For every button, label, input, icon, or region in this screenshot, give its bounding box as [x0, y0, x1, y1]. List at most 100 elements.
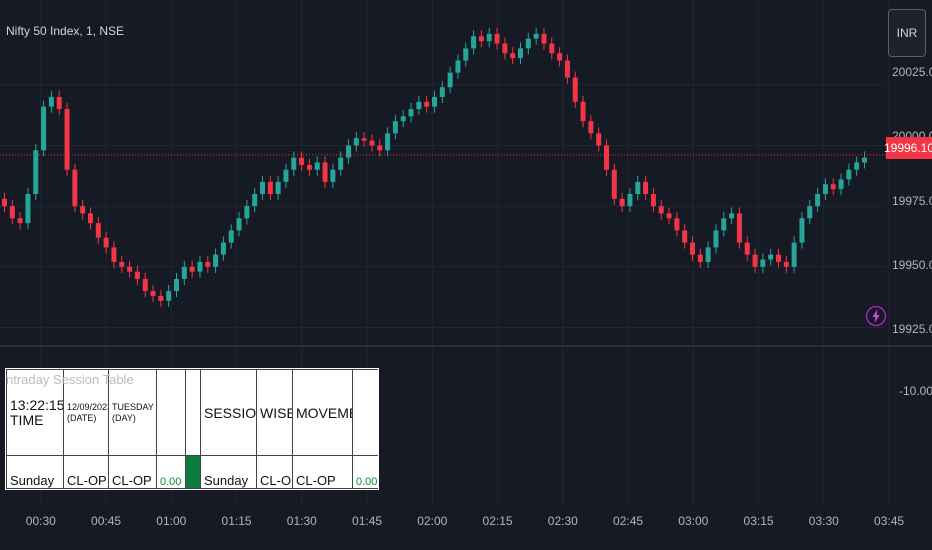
candle-body: [56, 96, 62, 110]
candle-body: [220, 242, 226, 255]
time-tick: 03:15: [743, 514, 774, 528]
candle-body: [525, 38, 531, 49]
candle-body: [95, 223, 101, 238]
candle: [525, 32, 531, 55]
candle: [111, 241, 117, 269]
candle-body: [346, 145, 351, 158]
candle-body: [611, 169, 617, 199]
time-tick: 02:00: [417, 514, 448, 528]
candle: [658, 200, 664, 220]
candle-body: [314, 162, 320, 170]
candle: [338, 151, 344, 176]
candle: [549, 37, 555, 60]
candle: [557, 47, 563, 67]
candle-body: [822, 184, 828, 194]
candle: [322, 156, 328, 188]
candle-body: [862, 157, 867, 163]
candle-body: [541, 33, 547, 44]
candle: [346, 139, 351, 164]
candle-body: [713, 230, 719, 248]
candle: [674, 212, 680, 237]
candle-body: [174, 278, 179, 292]
time-tick: 01:00: [156, 514, 187, 528]
candle: [439, 81, 445, 103]
candle: [862, 151, 867, 169]
row2-cell: Sunday: [6, 455, 64, 489]
candle-body: [690, 242, 695, 255]
row2-cell: Sunday: [200, 455, 257, 489]
wise-header: WISE: [256, 369, 293, 456]
candle-body: [471, 36, 477, 49]
candle: [103, 231, 109, 254]
candle: [760, 253, 766, 273]
candle: [705, 241, 711, 269]
candle: [713, 224, 719, 254]
symbol-title[interactable]: Nifty 50 Index, 1, NSE: [6, 24, 125, 38]
candle: [486, 27, 492, 48]
day-value: TUESDAY: [112, 401, 154, 412]
pane-divider[interactable]: [0, 345, 932, 347]
candle: [9, 200, 15, 225]
candle: [95, 217, 101, 244]
candle: [166, 285, 172, 307]
candle-body: [213, 254, 219, 267]
candle: [260, 175, 265, 201]
candle: [17, 212, 23, 230]
candle: [768, 248, 774, 266]
candle-body: [244, 206, 250, 219]
candle: [729, 207, 735, 225]
candle-body: [752, 254, 758, 267]
candle: [830, 178, 836, 196]
candle: [213, 248, 219, 273]
time-value: 13:22:15: [10, 396, 64, 413]
candle-body: [158, 295, 164, 301]
candle-body: [658, 206, 664, 214]
candle: [392, 115, 398, 140]
status-color-cell: [185, 455, 201, 489]
candle-body: [189, 266, 195, 272]
candle-body: [322, 162, 328, 182]
time-tick: 01:15: [221, 514, 252, 528]
candle-body: [103, 237, 109, 248]
candle-body: [2, 198, 7, 207]
day-label: (DAY): [112, 412, 136, 423]
candle-body: [267, 181, 273, 194]
candle-body: [463, 48, 469, 61]
candle: [205, 255, 211, 273]
candle: [416, 95, 422, 116]
candle-body: [478, 36, 484, 42]
last-price-label: 19996.10: [884, 137, 932, 159]
candle: [283, 163, 289, 188]
candle: [596, 127, 602, 152]
candle: [846, 163, 852, 186]
candle-body: [9, 206, 15, 219]
candle-body: [854, 162, 860, 170]
candle-body: [486, 33, 492, 42]
candle-body: [705, 247, 711, 262]
time-tick: 02:45: [613, 514, 644, 528]
candle: [56, 90, 62, 116]
candle-body: [275, 181, 281, 194]
candle-body: [260, 181, 265, 194]
candle: [650, 187, 656, 213]
candle: [572, 71, 578, 108]
candle-body: [549, 43, 555, 54]
candle-body: [181, 266, 187, 279]
candle: [838, 173, 844, 196]
candle-body: [408, 109, 414, 117]
candle-body: [377, 145, 383, 151]
candle: [588, 115, 594, 140]
candle-body: [142, 278, 148, 292]
candle-body: [127, 266, 133, 272]
date-label: (DATE): [67, 412, 97, 423]
candle: [400, 110, 406, 128]
candle-body: [604, 145, 609, 170]
row2-cell: CL-OP: [256, 455, 293, 489]
candle: [88, 207, 93, 230]
candle-body: [119, 261, 125, 267]
candle-body: [666, 213, 672, 219]
candle: [494, 27, 500, 50]
lightning-bolt-icon[interactable]: [865, 305, 887, 327]
currency-button[interactable]: INR: [888, 9, 926, 57]
